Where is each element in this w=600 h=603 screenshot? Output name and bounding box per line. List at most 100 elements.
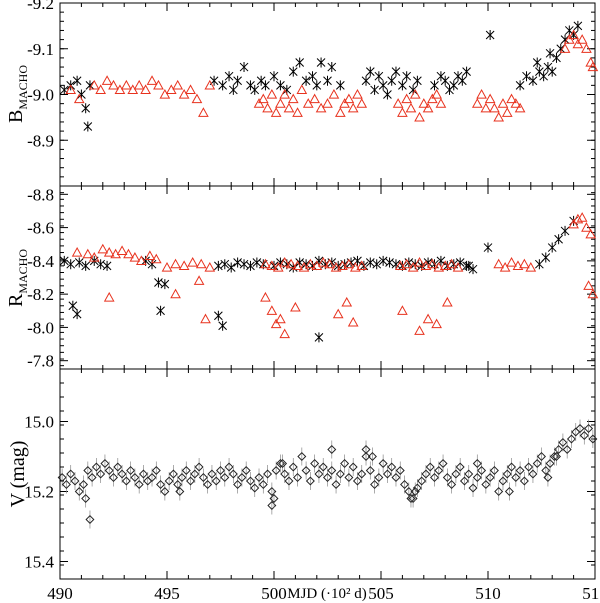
data-point-triangle xyxy=(260,258,271,269)
data-point-diamond xyxy=(224,462,234,472)
data-point-triangle xyxy=(414,325,425,335)
ytick-label: -8.8 xyxy=(27,185,54,204)
data-point-triangle xyxy=(279,256,291,267)
data-point-triangle xyxy=(150,253,162,264)
data-point-cross xyxy=(261,80,270,91)
data-point-cross xyxy=(462,66,471,77)
data-point-cross xyxy=(335,80,345,91)
ytick-label: -9.2 xyxy=(27,0,54,13)
data-point-cross xyxy=(226,262,236,273)
data-point-triangle xyxy=(266,305,278,315)
data-point-diamond xyxy=(536,451,547,462)
data-point-diamond xyxy=(361,451,371,462)
data-point-triangle xyxy=(330,261,342,272)
data-point-diamond xyxy=(254,472,264,483)
data-point-diamond xyxy=(421,469,431,479)
panel-v-mag-xtick-labels: 490 495 500 505 510 515 xyxy=(47,584,600,603)
data-point-diamond xyxy=(314,469,324,479)
data-point-triangle xyxy=(262,102,273,113)
data-point-triangle xyxy=(347,102,359,113)
data-point-diamond xyxy=(301,465,311,476)
data-point-diamond xyxy=(288,462,298,472)
data-point-triangle xyxy=(172,79,184,90)
data-point-triangle xyxy=(198,107,209,117)
data-point-cross xyxy=(83,121,93,132)
data-point-diamond xyxy=(284,476,294,486)
panel-r-macho-ticks xyxy=(59,185,596,369)
data-point-diamond xyxy=(524,462,534,472)
data-point-triangle xyxy=(290,301,301,312)
data-point-diamond xyxy=(344,472,354,483)
data-point-diamond xyxy=(528,469,538,479)
data-point-cross xyxy=(547,242,557,253)
data-point-cross xyxy=(552,52,561,63)
data-point-cross xyxy=(154,277,163,288)
data-point-diamond xyxy=(100,458,110,469)
data-point-cross xyxy=(246,260,255,271)
data-point-diamond xyxy=(489,465,499,476)
data-point-triangle xyxy=(484,93,496,104)
data-point-diamond xyxy=(442,472,452,483)
data-point-diamond xyxy=(507,462,517,472)
data-point-cross xyxy=(573,20,583,31)
data-point-diamond xyxy=(241,465,251,476)
data-point-cross xyxy=(312,80,322,91)
data-point-diamond xyxy=(485,472,495,483)
data-point-diamond xyxy=(70,476,80,486)
data-point-triangle xyxy=(275,98,286,108)
data-point-cross xyxy=(528,75,538,86)
data-point-diamond xyxy=(417,476,427,486)
data-point-diamond xyxy=(271,465,281,476)
data-point-triangle xyxy=(144,250,156,260)
data-point-diamond xyxy=(472,458,482,469)
panel-v-mag: 15.0 15.2 15.4 490 495 500 505 510 515 V… xyxy=(7,368,600,603)
data-point-diamond xyxy=(434,465,444,476)
data-point-cross xyxy=(532,57,542,68)
data-point-cross xyxy=(214,310,223,321)
data-point-diamond xyxy=(335,469,345,479)
ytick-label: -9.0 xyxy=(27,86,54,105)
panel-v-mag-marks xyxy=(57,419,598,529)
data-point-diamond xyxy=(554,444,564,455)
data-point-triangle xyxy=(108,79,119,90)
data-point-triangle xyxy=(568,29,579,40)
data-point-cross xyxy=(250,84,260,95)
data-point-triangle xyxy=(427,258,438,269)
data-point-triangle xyxy=(397,107,408,117)
data-point-cross xyxy=(218,80,227,91)
data-point-diamond xyxy=(566,434,576,444)
data-point-diamond xyxy=(297,451,307,462)
data-point-triangle xyxy=(309,93,321,104)
data-point-cross xyxy=(440,75,450,86)
data-point-triangle xyxy=(519,258,530,269)
data-point-diamond xyxy=(387,462,397,472)
data-point-diamond xyxy=(519,476,529,486)
data-point-triangle xyxy=(103,291,115,302)
data-point-diamond xyxy=(104,465,114,476)
data-point-cross xyxy=(449,80,459,91)
data-point-triangle xyxy=(581,43,592,53)
data-point-cross xyxy=(361,75,371,86)
data-point-cross xyxy=(515,80,525,91)
data-point-triangle xyxy=(587,61,599,72)
panel-r-macho-frame xyxy=(59,185,596,370)
data-point-diamond xyxy=(438,458,448,469)
data-point-diamond xyxy=(175,486,185,497)
panel-b-macho-marks xyxy=(59,20,599,132)
data-point-diamond xyxy=(186,476,196,486)
data-point-diamond xyxy=(305,476,315,486)
data-point-triangle xyxy=(317,256,329,267)
data-point-cross xyxy=(560,225,570,236)
data-point-cross xyxy=(522,71,531,82)
data-point-diamond xyxy=(215,465,226,476)
data-point-triangle xyxy=(322,98,333,108)
data-point-triangle xyxy=(401,93,413,104)
data-point-triangle xyxy=(405,102,417,113)
data-point-cross xyxy=(372,259,382,270)
xtick-label: 495 xyxy=(154,584,180,603)
data-point-triangle xyxy=(178,260,190,270)
data-point-diamond xyxy=(237,472,247,483)
panel-r-macho: -7.8 -8.0 -8.2 -8.4 -8.6 -8.8 RMACHO xyxy=(5,185,599,371)
data-point-triangle xyxy=(146,75,158,85)
data-point-cross xyxy=(365,257,375,268)
